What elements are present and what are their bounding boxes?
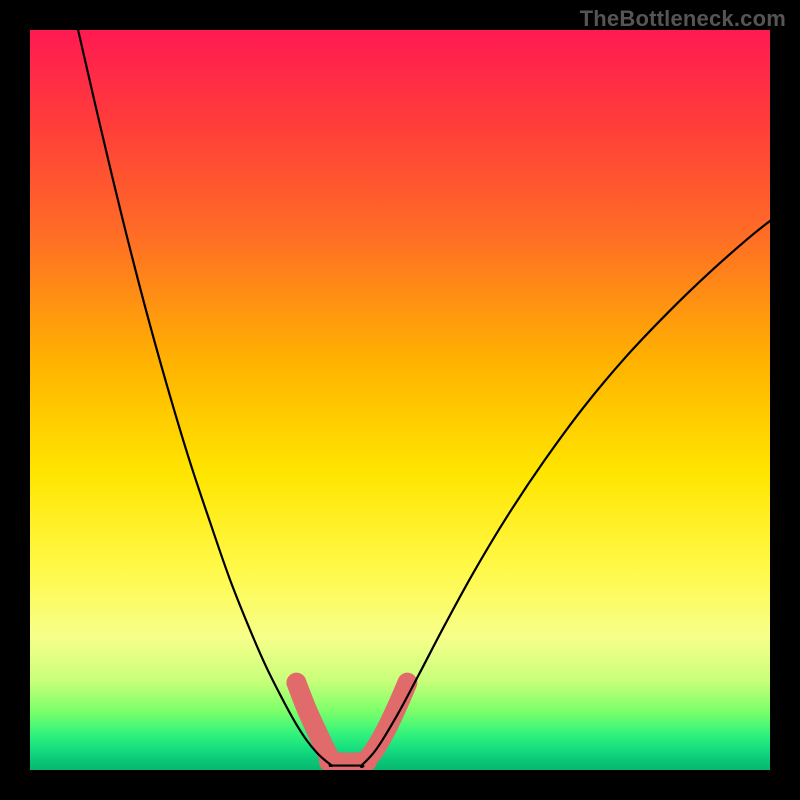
watermark-text: TheBottleneck.com [580,6,786,32]
chart-svg [30,30,770,770]
plot-area [30,30,770,770]
gradient-background [30,30,770,770]
